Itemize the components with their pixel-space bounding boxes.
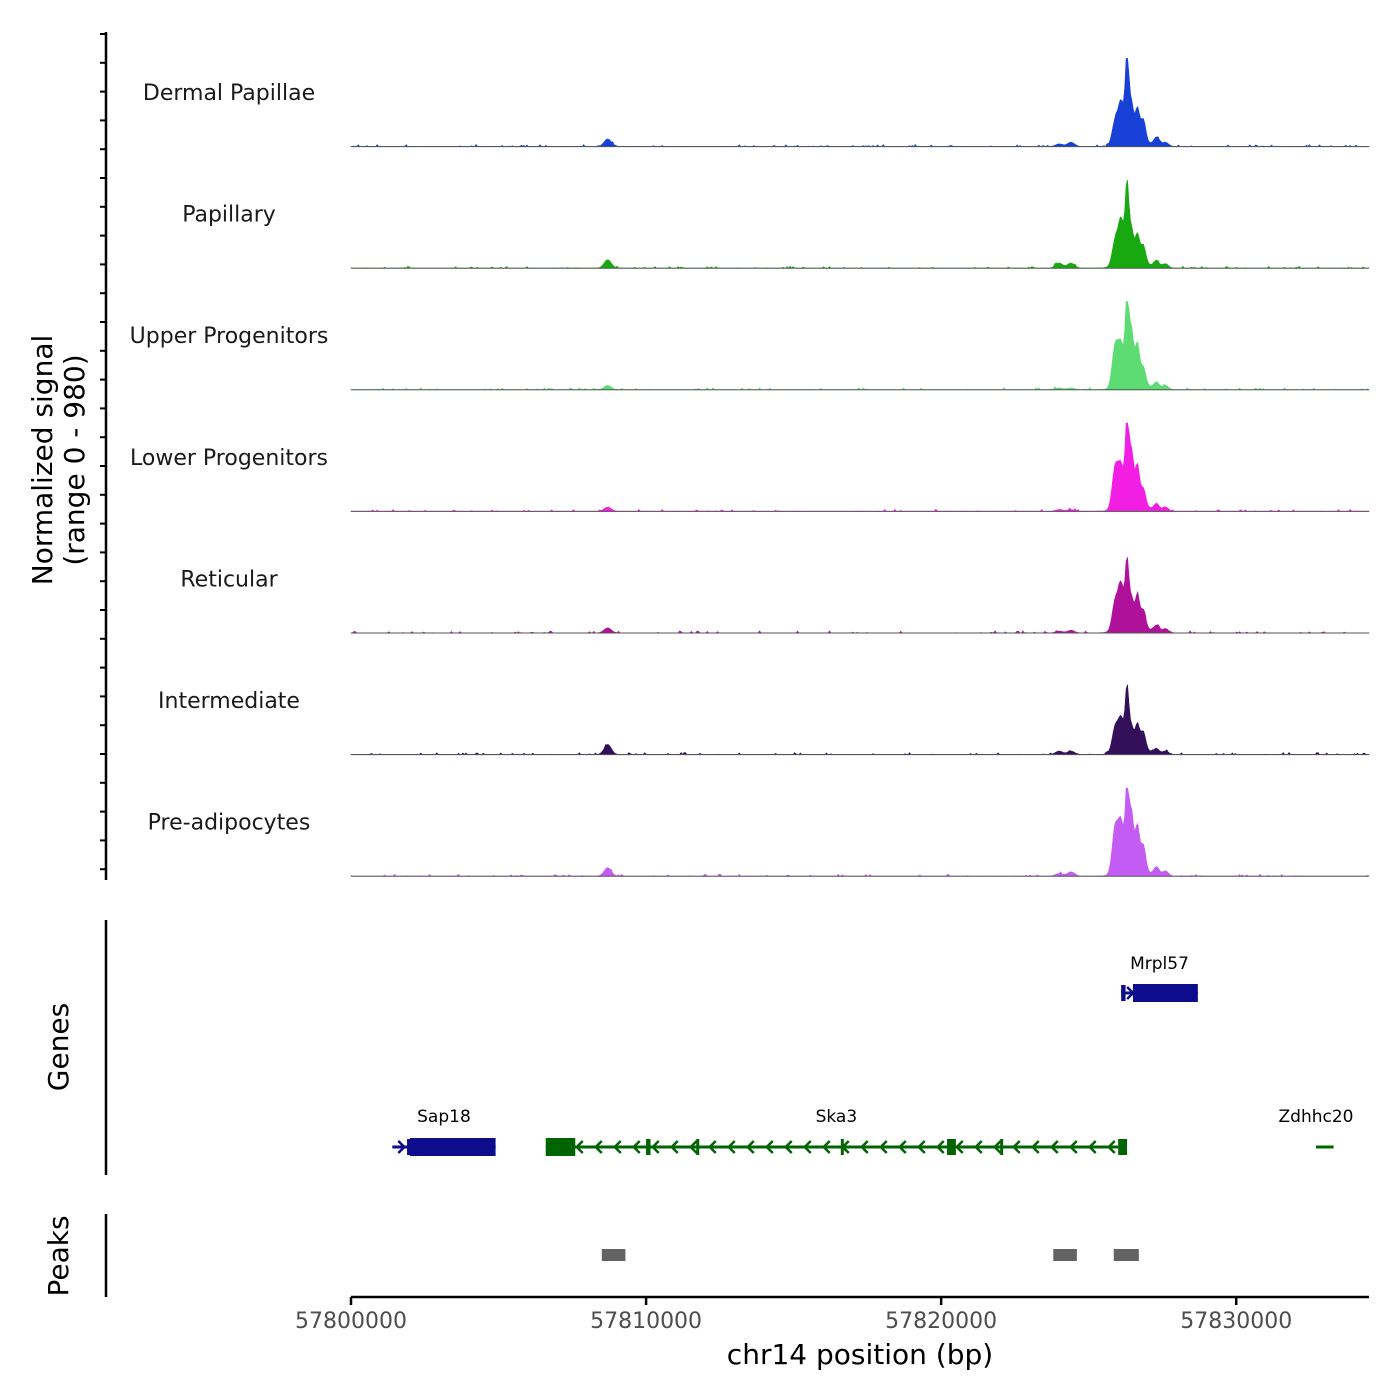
strand-arrow — [916, 1140, 926, 1154]
gene-exon — [1132, 984, 1198, 1002]
gene-exon — [696, 1139, 700, 1155]
x-tick-label: 57820000 — [885, 1309, 997, 1334]
coverage-area — [350, 179, 1370, 269]
strand-arrow — [1106, 1140, 1116, 1154]
x-tick-label: 57830000 — [1180, 1309, 1292, 1334]
track-label: Lower Progenitors — [130, 446, 328, 471]
track-label: Papillary — [182, 203, 276, 228]
coverage-track: Dermal Papillae — [143, 58, 1370, 148]
coverage-area — [350, 422, 1370, 512]
gene-model: Ska3 — [545, 1107, 1128, 1156]
coverage-area — [350, 684, 1370, 755]
track-label: Intermediate — [158, 689, 300, 714]
signal-y-axis-title-line2: (range 0 - 980) — [58, 354, 91, 565]
strand-arrow — [821, 1140, 831, 1154]
x-axis-ticks: 57800000 57810000 57820000 57830000 — [295, 1297, 1292, 1334]
track-label: Pre-adipocytes — [148, 811, 311, 836]
strand-arrow — [783, 1140, 793, 1154]
gene-label: Ska3 — [816, 1107, 858, 1127]
gene-exon — [407, 1139, 412, 1155]
strand-arrow — [669, 1140, 679, 1154]
strand-arrow — [1087, 1140, 1097, 1154]
coverage-area — [350, 787, 1370, 877]
strand-arrow — [878, 1140, 888, 1154]
gene-label: Mrpl57 — [1130, 954, 1189, 974]
gene-label: Sap18 — [417, 1107, 471, 1127]
gene-exon — [1121, 985, 1126, 1001]
signal-y-axis-title: Normalized signal (range 0 - 980) — [26, 335, 91, 586]
strand-arrow — [859, 1140, 869, 1154]
strand-arrow — [745, 1140, 755, 1154]
x-tick-label: 57810000 — [590, 1309, 702, 1334]
track-label: Upper Progenitors — [130, 324, 329, 349]
strand-arrow — [764, 1140, 774, 1154]
coverage-track: Reticular — [180, 557, 1370, 634]
peak-region — [1113, 1249, 1139, 1261]
strand-arrow — [397, 1140, 407, 1154]
strand-arrow — [935, 1140, 945, 1154]
strand-arrow — [707, 1140, 717, 1154]
gene-exon — [1118, 1139, 1128, 1155]
signal-y-axis-title-line1: Normalized signal — [26, 335, 59, 586]
track-label: Reticular — [180, 567, 278, 592]
x-tick-label: 57800000 — [295, 1309, 407, 1334]
coverage-track: Upper Progenitors — [130, 301, 1370, 391]
coverage-area — [350, 58, 1370, 147]
gene-exon — [840, 1139, 844, 1155]
strand-arrow — [688, 1140, 698, 1154]
gene-model: Zdhhc20 — [1279, 1107, 1354, 1149]
gene-exon — [1000, 1139, 1004, 1155]
genes-track-title: Genes — [42, 1003, 75, 1091]
strand-arrow — [802, 1140, 812, 1154]
gene-exon — [947, 1139, 956, 1155]
coverage-track: Pre-adipocytes — [148, 787, 1370, 877]
gene-exon — [646, 1139, 651, 1155]
gene-annotations: Mrpl57 Sap18 Ska3 Zdhhc20 — [392, 954, 1353, 1156]
coverage-tracks: Dermal Papillae Papillary Upper Progenitor… — [130, 58, 1370, 877]
strand-arrow — [1068, 1140, 1078, 1154]
gene-label: Zdhhc20 — [1279, 1107, 1354, 1127]
strand-arrow — [650, 1140, 660, 1154]
gene-exon — [545, 1138, 576, 1156]
peak-region — [601, 1249, 626, 1261]
coverage-area — [350, 301, 1370, 391]
peak-region — [1053, 1249, 1077, 1261]
strand-arrow — [897, 1140, 907, 1154]
peak-regions — [601, 1249, 1139, 1261]
strand-arrow — [593, 1140, 603, 1154]
coverage-track: Papillary — [182, 179, 1370, 269]
signal-y-axis-ticks — [100, 33, 106, 871]
strand-arrow — [973, 1140, 983, 1154]
coverage-area — [350, 557, 1370, 634]
gene-model: Mrpl57 — [1121, 954, 1198, 1002]
strand-arrow — [726, 1140, 736, 1154]
strand-arrow — [1030, 1140, 1040, 1154]
x-axis-title: chr14 position (bp) — [727, 1338, 993, 1371]
track-label: Dermal Papillae — [143, 81, 315, 106]
coverage-track: Lower Progenitors — [130, 422, 1370, 512]
gene-exon — [410, 1138, 496, 1156]
strand-arrow — [992, 1140, 1002, 1154]
strand-arrow — [574, 1140, 584, 1154]
peaks-track-title: Peaks — [42, 1215, 75, 1296]
strand-arrow — [631, 1140, 641, 1154]
strand-arrow — [612, 1140, 622, 1154]
strand-arrow — [1011, 1140, 1021, 1154]
gene-model: Sap18 — [392, 1107, 496, 1156]
strand-arrow — [1049, 1140, 1059, 1154]
coverage-track: Intermediate — [158, 684, 1370, 756]
strand-arrow — [954, 1140, 964, 1154]
